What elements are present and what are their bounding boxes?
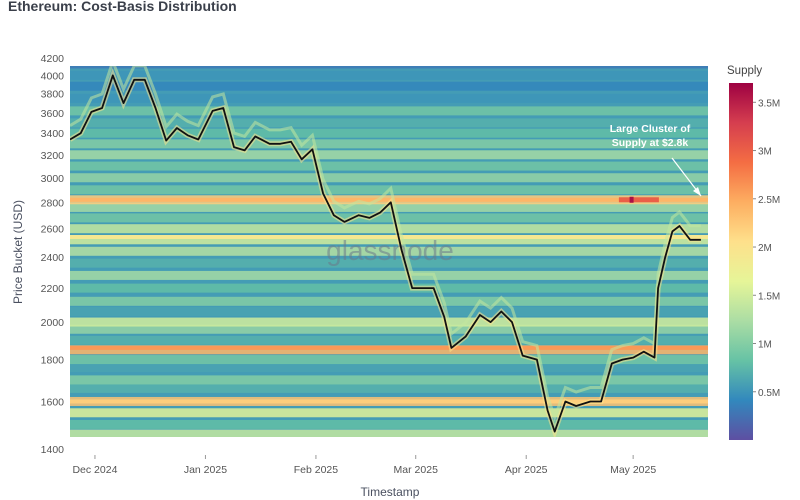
y-tick-label: 4000 bbox=[41, 70, 65, 82]
heatmap-band bbox=[70, 224, 708, 234]
colorbar-tick-label: 1.5M bbox=[758, 291, 780, 302]
y-axis: 1400 1600 1800 2000 2200 2400 2600 2800 3000 3200… bbox=[41, 53, 65, 456]
heatmap-band bbox=[70, 375, 708, 385]
x-axis-title: Timestamp bbox=[361, 485, 420, 499]
heatmap-band bbox=[70, 150, 708, 160]
annotation: Large Cluster of Supply at $2.8k bbox=[610, 123, 702, 197]
colorbar-gradient bbox=[729, 83, 753, 440]
x-tick-label: Dec 2024 bbox=[72, 464, 117, 476]
x-tick-label: May 2025 bbox=[610, 464, 656, 476]
y-tick-label: 3400 bbox=[41, 128, 65, 140]
chart-title: Ethereum: Cost-Basis Distribution bbox=[8, 0, 237, 14]
y-tick-label: 2400 bbox=[41, 252, 65, 264]
x-axis: Dec 2024 Jan 2025 Feb 2025 Mar 2025 Apr 2025… bbox=[72, 455, 656, 476]
heatmap-band bbox=[70, 161, 708, 171]
heatmap-band bbox=[70, 93, 708, 103]
heatmap-band bbox=[70, 283, 708, 293]
heatmap-band bbox=[70, 213, 708, 223]
heatmap-band bbox=[70, 324, 708, 334]
supply-wall bbox=[70, 399, 708, 404]
watermark: glassnode bbox=[326, 235, 454, 266]
colorbar-tick-label: 2M bbox=[758, 243, 772, 254]
x-tick-label: Apr 2025 bbox=[505, 464, 548, 476]
heatmap-band bbox=[70, 106, 708, 116]
annotation-text: Large Cluster of bbox=[610, 123, 691, 135]
heatmap-band bbox=[70, 335, 708, 345]
heatmap-band bbox=[70, 296, 708, 306]
heatmap-band bbox=[70, 173, 708, 183]
y-tick-label: 2200 bbox=[41, 283, 65, 295]
heatmap-band bbox=[70, 270, 708, 280]
y-tick-label: 2000 bbox=[41, 317, 65, 329]
heatmap-band bbox=[70, 317, 708, 327]
annotation-arrowhead bbox=[693, 187, 701, 196]
supply-peak bbox=[629, 196, 634, 203]
heatmap-band bbox=[70, 307, 708, 317]
x-tick-label: Jan 2025 bbox=[184, 464, 227, 476]
colorbar-tick-label: 2.5M bbox=[758, 195, 780, 206]
heatmap-band bbox=[70, 66, 708, 69]
heatmap-band bbox=[70, 118, 708, 128]
y-tick-label: 2600 bbox=[41, 224, 65, 236]
y-tick-label: 2800 bbox=[41, 197, 65, 209]
heatmap-band bbox=[70, 363, 708, 373]
heatmap-band bbox=[70, 383, 708, 393]
annotation-text: Supply at $2.8k bbox=[612, 137, 689, 149]
price-line bbox=[70, 74, 701, 433]
y-tick-label: 4200 bbox=[41, 53, 65, 65]
heatmap-band bbox=[70, 235, 708, 245]
y-tick-label: 3200 bbox=[41, 150, 65, 162]
x-tick-label: Feb 2025 bbox=[294, 464, 339, 476]
supply-wall bbox=[70, 234, 708, 239]
heatmap-band bbox=[70, 429, 708, 437]
cost-basis-ridge bbox=[70, 66, 701, 423]
heatmap-band bbox=[70, 355, 708, 365]
y-tick-label: 3800 bbox=[41, 89, 65, 101]
colorbar-tick-label: 0.5M bbox=[758, 388, 780, 399]
heatmap-band bbox=[70, 128, 708, 138]
colorbar-title: Supply bbox=[727, 65, 762, 77]
colorbar: Supply 0.5M 1M 1.5M 2M 2.5M 3M 3.5M bbox=[727, 65, 780, 440]
supply-wall bbox=[70, 345, 708, 350]
heatmap-layer bbox=[70, 66, 708, 437]
heatmap-band bbox=[70, 70, 708, 80]
heatmap-band bbox=[70, 258, 708, 268]
y-tick-label: 3000 bbox=[41, 173, 65, 185]
heatmap-band bbox=[70, 81, 708, 91]
heatmap-band bbox=[70, 139, 708, 149]
colorbar-tick-label: 1M bbox=[758, 340, 772, 351]
heatmap-band bbox=[70, 419, 708, 429]
y-tick-label: 1800 bbox=[41, 355, 65, 367]
supply-wall bbox=[70, 197, 708, 202]
y-tick-label: 1600 bbox=[41, 396, 65, 408]
price-line-layer bbox=[70, 74, 701, 433]
heatmap-band bbox=[70, 408, 708, 418]
supply-hotspot bbox=[618, 197, 659, 203]
y-tick-label: 3600 bbox=[41, 108, 65, 120]
colorbar-tick-label: 3M bbox=[758, 147, 772, 158]
colorbar-tick-label: 3.5M bbox=[758, 98, 780, 109]
heatmap-band bbox=[70, 246, 708, 256]
x-tick-label: Mar 2025 bbox=[394, 464, 439, 476]
y-axis-title: Price Bucket (USD) bbox=[11, 200, 25, 304]
y-tick-label: 1400 bbox=[41, 444, 65, 456]
